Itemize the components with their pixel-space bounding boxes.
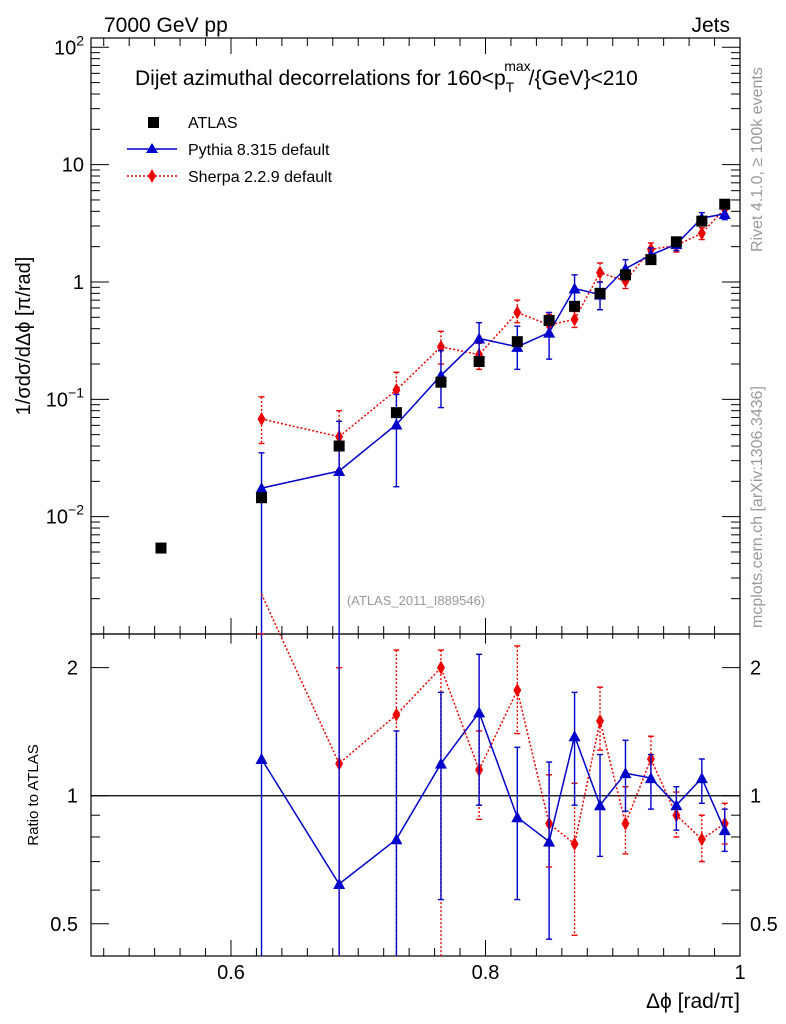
pythia-ratio-point <box>255 752 268 764</box>
legend-atlas-label: ATLAS <box>188 115 238 132</box>
ratio-y-axis-label: Ratio to ATLAS <box>25 744 42 845</box>
y-tick-label: 1 <box>73 272 84 294</box>
side-note-top: Rivet 4.1.0, ≥ 100k events <box>749 67 766 252</box>
y-tick-label: 10−1 <box>46 384 84 411</box>
legend-sherpa-marker <box>148 169 156 183</box>
pythia-main-point <box>390 418 403 430</box>
y-tick-label: 10 <box>62 155 84 177</box>
sherpa-ratio-point <box>436 660 445 675</box>
sherpa-ratio-point <box>570 837 579 852</box>
sherpa-main-point <box>570 312 579 327</box>
pythia-ratio-point <box>594 799 607 811</box>
sherpa-ratio-point <box>513 683 522 698</box>
pythia-ratio-point <box>670 799 683 811</box>
pythia-ratio-point <box>644 772 657 784</box>
atlas-main-point <box>619 269 631 281</box>
header-left: 7000 GeV pp <box>104 14 228 37</box>
pythia-ratio-line <box>260 710 726 886</box>
legend-pythia-label: Pythia 8.315 default <box>188 142 330 159</box>
sherpa-ratio-point <box>697 832 706 847</box>
x-tick-label: 0.8 <box>472 962 500 984</box>
pythia-main-point <box>718 207 731 219</box>
ratio-y-tick-label-right: 2 <box>750 658 761 680</box>
sherpa-ratio-point <box>596 713 605 728</box>
header-right: Jets <box>691 14 730 37</box>
pythia-ratio-point <box>568 730 581 742</box>
atlas-main-point <box>670 236 682 248</box>
pythia-ratio-point <box>695 772 708 784</box>
y-tick-label: 10−2 <box>46 502 84 529</box>
ratio-y-tick-label: 2 <box>67 658 78 680</box>
pythia-ratio-point <box>619 767 632 779</box>
sherpa-main-point <box>257 411 266 426</box>
y-axis-label: 1/σdσ/dΔϕ [π/rad] <box>13 257 35 416</box>
atlas-main-point <box>719 198 731 210</box>
pythia-main-point <box>568 282 581 294</box>
sherpa-main-line <box>261 208 726 438</box>
sherpa-ratio-line <box>260 593 726 846</box>
atlas-main-point <box>696 215 708 227</box>
atlas-main-point <box>473 356 485 368</box>
pythia-ratio-point <box>718 824 731 836</box>
pythia-ratio-point <box>434 757 447 769</box>
x-tick-label: 1 <box>734 962 745 984</box>
x-tick-label: 0.6 <box>217 962 245 984</box>
y-tick-label: 102 <box>54 32 84 59</box>
ratio-y-tick-label: 0.5 <box>50 914 78 936</box>
atlas-main-point <box>569 300 581 312</box>
atlas-main-point <box>543 314 555 326</box>
side-note-bottom: mcplots.cern.ch [arXiv:1306.3436] <box>749 386 766 628</box>
pythia-ratio-point <box>473 706 486 718</box>
sherpa-main-point <box>513 305 522 320</box>
pythia-main-point <box>543 326 556 338</box>
pythia-ratio-point <box>543 835 556 847</box>
ratio-y-tick-label-right: 1 <box>750 786 761 808</box>
ratio-y-tick-label-right: 0.5 <box>750 914 778 936</box>
pythia-ratio-point <box>333 878 346 890</box>
legend-pythia-marker <box>146 143 158 153</box>
atlas-main-point <box>155 542 167 554</box>
pythia-ratio-point <box>390 833 403 845</box>
atlas-main-point <box>390 407 402 419</box>
ratio-panel-frame <box>90 633 741 957</box>
pythia-main-point <box>255 482 268 494</box>
chart-title: Dijet azimuthal decorrelations for 160<p… <box>135 58 638 95</box>
atlas-main-point <box>594 287 606 299</box>
sherpa-ratio-point <box>392 707 401 722</box>
sherpa-main-point <box>596 265 605 280</box>
analysis-id: (ATLAS_2011_I889546) <box>347 593 485 608</box>
pythia-main-point <box>473 332 486 344</box>
ratio-y-tick-label: 1 <box>67 786 78 808</box>
sherpa-ratio-point <box>621 816 630 831</box>
pythia-ratio-point <box>511 811 524 823</box>
sherpa-main-point <box>697 226 706 241</box>
legend-sherpa-label: Sherpa 2.2.9 default <box>188 169 333 186</box>
atlas-main-point <box>511 336 523 348</box>
atlas-main-point <box>256 492 268 504</box>
x-axis-label: Δϕ [rad/π] <box>646 990 740 1013</box>
pythia-main-point <box>333 464 346 476</box>
atlas-main-point <box>333 440 345 452</box>
atlas-main-point <box>435 376 447 388</box>
legend-atlas-marker <box>148 117 159 128</box>
legend: ATLAS Pythia 8.315 default Sherpa 2.2.9 … <box>127 115 333 186</box>
atlas-main-point <box>645 254 657 266</box>
sherpa-main-point <box>392 383 401 398</box>
